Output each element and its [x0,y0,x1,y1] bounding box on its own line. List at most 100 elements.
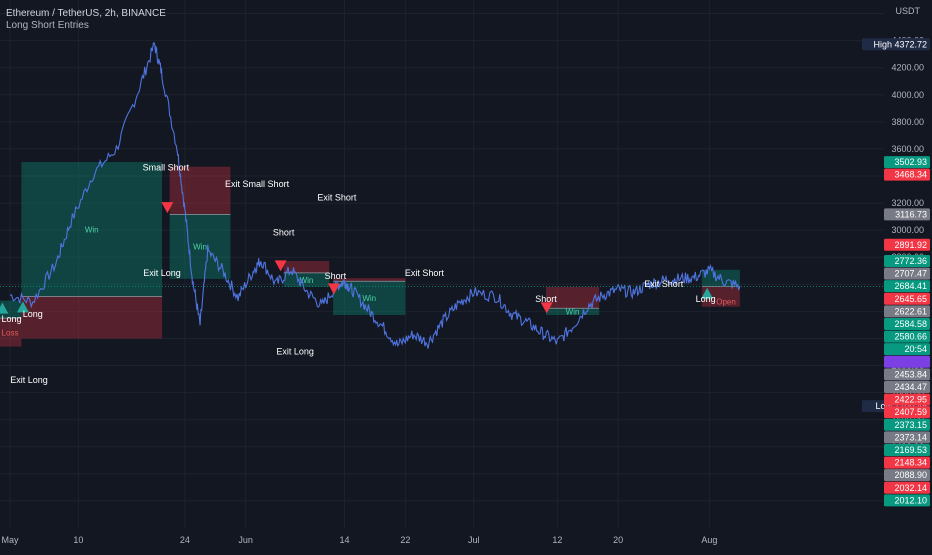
symbol-title[interactable]: Ethereum / TetherUS, 2h, BINANCE [6,8,166,19]
price-tag-bg [884,238,930,251]
price-tag-bg [884,156,930,169]
price-tag-bg [884,443,930,456]
trade-result-label: Win [566,308,580,317]
time-tick-label: May [1,535,19,545]
price-tag-bg [884,355,930,368]
signal-label: Small Short [143,163,190,173]
trade-result-label: Win [300,276,314,285]
price-tag: 2453.84 [894,369,927,379]
price-tick-label: 3800.00 [891,117,924,127]
price-tag: 20:54 [904,344,927,354]
price-tag: 2148.34 [894,458,927,468]
price-tag: 2434.47 [894,382,927,392]
price-tag: 2407.59 [894,407,927,417]
trade-zone-stop [21,296,163,339]
signal-label: Short [325,271,347,281]
short-signal-marker [540,302,553,314]
price-tag-bg [884,406,930,419]
signal-label: Exit Short [317,192,357,202]
price-tag-bg [884,418,930,431]
time-tick-label: Jul [468,535,480,545]
short-signal-marker [327,283,340,295]
price-tag-bg [884,330,930,343]
price-line [0,42,884,349]
signal-label: Exit Small Short [225,179,290,189]
price-tick-label: 3600.00 [891,144,924,154]
indicator-name[interactable]: Long Short Entries [6,20,89,31]
price-tag: 2584.58 [894,319,927,329]
price-tag-bg [884,469,930,482]
signal-markers [0,202,714,314]
time-tick-label: 12 [552,535,562,545]
price-tag: 2422.95 [894,395,927,405]
time-axis-bg [0,528,932,550]
price-tag: 3468.34 [894,170,927,180]
price-tag-bg [884,380,930,393]
long-signal-marker [701,287,714,299]
price-tag-bg [884,254,930,267]
signal-label: Long [23,309,43,319]
low-tag: Low 1700.48 [875,401,927,411]
signal-label: Exit Long [276,347,314,357]
price-tag: 3502.93 [894,157,927,167]
trade-result-label: Loss [2,328,19,337]
price-tag-bg [884,267,930,280]
grid [0,0,884,528]
trade-zone-target [0,300,22,319]
trade-zone-target [21,162,163,297]
time-axis[interactable]: May 10 24 Jun 14 22 Jul 12 20 Aug [0,528,932,550]
long-signal-marker [16,301,29,313]
time-tick-label: 22 [400,535,410,545]
price-tag: 3116.73 [895,209,927,219]
price-tick-label: 4000.00 [891,90,924,100]
price-tag-bg [884,494,930,507]
trade-zone-stop [545,286,600,309]
trade-zone-stop [333,278,406,282]
time-tick-label: Jun [238,535,253,545]
price-tag: 2622.61 [894,306,927,316]
short-signal-marker [274,260,287,272]
price-tag-bg [884,292,930,305]
time-tick-label: 20 [613,535,623,545]
price-tag: 2373.14 [894,432,927,442]
signal-label: Exit Long [143,268,181,278]
trade-result-label: Open [716,298,736,307]
short-signal-marker [161,202,174,214]
price-tag: 2373.15 [894,420,927,430]
signal-label: Exit Short [405,268,445,278]
price-tag-bg [884,368,930,381]
price-tag-bg [884,481,930,494]
signal-label: Exit Long [10,375,48,385]
time-tick-label: Aug [701,535,717,545]
price-tag: 2707.47 [894,269,927,279]
eth-price-line [9,42,741,349]
price-tag: 2169.53 [894,445,927,455]
high-tag-bg [862,38,930,51]
long-signal-marker [0,302,9,314]
time-tick-label: 14 [339,535,349,545]
price-tag: 2012.10 [894,495,927,505]
trade-zone-target [283,272,330,287]
trade-zone-target [545,308,600,316]
trade-result-label: Win [362,294,376,303]
price-tag-bg [884,168,930,181]
price-tick-label: 3000.00 [891,225,924,235]
trade-zone-stop [701,286,740,307]
price-tick-label: 3200.00 [891,198,924,208]
price-tag: 2088.90 [894,470,927,480]
price-tag: 2645.65 [894,294,927,304]
trade-zone-stop [169,166,231,215]
price-tag: 2772.36 [894,256,927,266]
price-tags: High 4372.72 Low 1700.48 3502.93 3468.34 311… [862,38,930,507]
price-tag-bg [884,456,930,469]
chart-header: Ethereum / TetherUS, 2h, BINANCE Long Sh… [6,8,166,32]
trade-result-label: Win [85,225,99,234]
price-tag-bg [884,317,930,330]
trade-zone-stop [283,260,330,273]
price-tag: 2580.66 [894,332,927,342]
high-tag: High 4372.72 [873,39,927,49]
signal-label: Short [273,228,295,238]
